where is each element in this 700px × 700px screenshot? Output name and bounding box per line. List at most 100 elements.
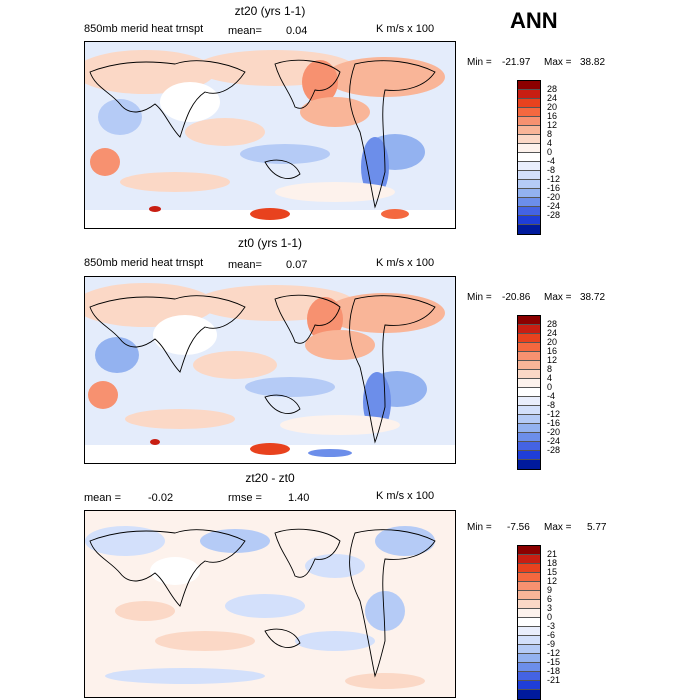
colorbar-box xyxy=(518,582,540,591)
colorbar-box xyxy=(518,171,540,180)
colorbar-box xyxy=(518,627,540,636)
colorbar-label: 15 xyxy=(547,567,558,577)
colorbar-box xyxy=(518,645,540,654)
map-panel-3 xyxy=(84,510,456,698)
colorbar-label: -8 xyxy=(547,400,556,410)
map-panel-1 xyxy=(84,41,456,229)
colorbar-label: 6 xyxy=(547,594,553,604)
colorbar-label: -12 xyxy=(547,409,561,419)
panel-2-units: K m/s x 100 xyxy=(376,257,435,269)
panel-1-max-label: Max = xyxy=(544,57,572,68)
colorbar-label: 18 xyxy=(547,558,558,568)
colorbar-box xyxy=(518,135,540,144)
map-panel-2 xyxy=(84,276,456,464)
panel-3-rmse-value: 1.40 xyxy=(288,492,310,504)
colorbar-box xyxy=(518,618,540,627)
panel-3-title: zt20 - zt0 xyxy=(245,471,295,485)
colorbar-label: -12 xyxy=(547,648,561,658)
colorbar-label: 0 xyxy=(547,612,553,622)
season-label: ANN xyxy=(510,8,558,33)
colorbar-label: 8 xyxy=(547,364,553,374)
colorbar-box xyxy=(518,361,540,370)
panel-3-max-value: 5.77 xyxy=(587,522,607,533)
colorbar-box xyxy=(518,406,540,415)
colorbar-box xyxy=(518,352,540,361)
panel-2-mean-label: mean= xyxy=(228,259,262,271)
colorbar-box xyxy=(518,681,540,690)
panel-2-min-label: Min = xyxy=(467,292,492,303)
colorbar-label: -28 xyxy=(547,210,561,220)
panel-3-max-label: Max = xyxy=(544,522,572,533)
colorbar-box xyxy=(518,663,540,672)
colorbar-box xyxy=(518,573,540,582)
colorbar-label: 12 xyxy=(547,120,558,130)
colorbar-label: -20 xyxy=(547,192,561,202)
colorbar-label: -24 xyxy=(547,436,561,446)
panel-3-min-label: Min = xyxy=(467,522,492,533)
colorbar-box xyxy=(518,433,540,442)
panel-1-min-label: Min = xyxy=(467,57,492,68)
colorbar-panel-3 xyxy=(517,545,541,700)
map-panel-1-field xyxy=(85,42,455,228)
colorbar-label: 20 xyxy=(547,337,558,347)
colorbar-box xyxy=(518,690,540,699)
colorbar-label: 24 xyxy=(547,93,558,103)
colorbar-box xyxy=(518,654,540,663)
colorbar-box xyxy=(518,442,540,451)
colorbar-box xyxy=(518,207,540,216)
panel-1-mean-label: mean= xyxy=(228,25,262,37)
colorbar-box xyxy=(518,555,540,564)
colorbar-box xyxy=(518,81,540,90)
colorbar-box xyxy=(518,144,540,153)
panel-2-mean-value: 0.07 xyxy=(286,259,308,271)
colorbar-box xyxy=(518,397,540,406)
colorbar-box xyxy=(518,451,540,460)
panel-1-min-value: -21.97 xyxy=(502,57,531,68)
colorbar-label: -15 xyxy=(547,657,561,667)
panel-1-variable: 850mb merid heat trnspt xyxy=(84,23,204,35)
colorbar-label: 28 xyxy=(547,84,558,94)
colorbar-box xyxy=(518,672,540,681)
colorbar-box xyxy=(518,117,540,126)
colorbar-label: 21 xyxy=(547,549,558,559)
colorbar-label: 12 xyxy=(547,576,558,586)
colorbar-label: 0 xyxy=(547,147,553,157)
colorbar-box xyxy=(518,153,540,162)
colorbar-box xyxy=(518,316,540,325)
colorbar-label: 3 xyxy=(547,603,553,613)
panel-3-mean-label: mean = xyxy=(84,492,121,504)
colorbar-label: 24 xyxy=(547,328,558,338)
colorbar-box xyxy=(518,379,540,388)
colorbar-label: -28 xyxy=(547,445,561,455)
colorbar-box xyxy=(518,99,540,108)
colorbar-box xyxy=(518,370,540,379)
colorbar-box xyxy=(518,216,540,225)
panel-3-rmse-label: rmse = xyxy=(228,492,262,504)
colorbar-label: 0 xyxy=(547,382,553,392)
panel-3-units: K m/s x 100 xyxy=(376,490,435,502)
panel-2-title: zt0 (yrs 1-1) xyxy=(237,236,302,250)
colorbar-box xyxy=(518,415,540,424)
colorbar-box xyxy=(518,343,540,352)
panel-1-mean-value: 0.04 xyxy=(286,25,308,37)
colorbar-box xyxy=(518,609,540,618)
colorbar-box xyxy=(518,388,540,397)
colorbar-box xyxy=(518,546,540,555)
colorbar-box xyxy=(518,325,540,334)
colorbar-label: 28 xyxy=(547,319,558,329)
colorbar-box xyxy=(518,126,540,135)
colorbar-panel-2 xyxy=(517,315,541,470)
colorbar-label: -24 xyxy=(547,201,561,211)
map-panel-2-field xyxy=(85,277,455,463)
panel-1-max-value: 38.82 xyxy=(580,57,606,68)
colorbar-label: -9 xyxy=(547,639,556,649)
colorbar-label: -21 xyxy=(547,675,561,685)
panel-3-mean-value: -0.02 xyxy=(148,492,174,504)
panel-1-title: zt20 (yrs 1-1) xyxy=(234,4,306,18)
colorbar-box xyxy=(518,162,540,171)
panel-2-variable: 850mb merid heat trnspt xyxy=(84,257,204,269)
colorbar-box xyxy=(518,90,540,99)
colorbar-label: 4 xyxy=(547,373,553,383)
colorbar-label: 9 xyxy=(547,585,553,595)
panel-2-max-value: 38.72 xyxy=(580,292,606,303)
